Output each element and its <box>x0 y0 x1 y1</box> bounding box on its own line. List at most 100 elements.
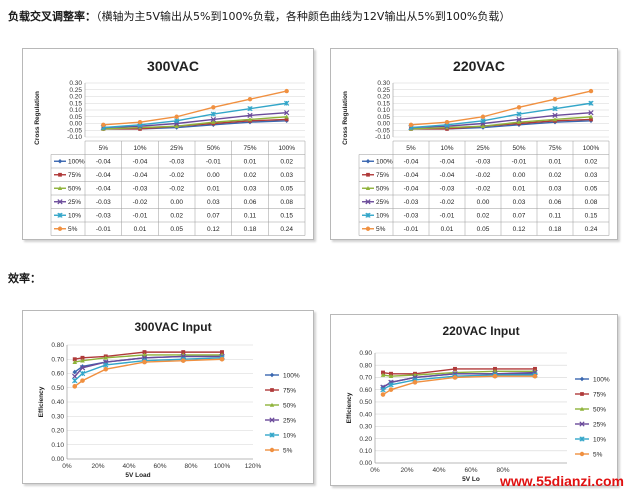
table-cell: 0.02 <box>280 159 293 166</box>
x-tick-label: 80% <box>496 467 509 474</box>
legend-entry: 100% <box>265 372 300 379</box>
x-tick-label: 20% <box>400 467 413 474</box>
x-tick-label: 0% <box>62 463 72 470</box>
y-tick-label: 0.30 <box>359 424 372 431</box>
table-cell: 0.15 <box>585 213 598 220</box>
y-tick-label: 0.15 <box>69 100 82 107</box>
y-tick-label: 0.70 <box>51 356 64 363</box>
legend-entry: 75% <box>54 172 81 179</box>
legend-marker <box>269 432 275 438</box>
legend-entry: 100% <box>362 159 393 166</box>
legend-marker <box>365 159 371 164</box>
data-point <box>72 384 78 389</box>
data-point <box>72 357 77 362</box>
table-cell: 0.01 <box>549 159 562 166</box>
table-cell: -0.03 <box>96 213 111 220</box>
data-point <box>516 111 522 117</box>
legend-entry: 75% <box>362 172 389 179</box>
data-point <box>103 366 109 372</box>
series-line <box>103 116 287 130</box>
x-tick-label: 10% <box>133 145 146 152</box>
x-tick-label: 100% <box>278 145 295 152</box>
legend-marker <box>365 212 371 218</box>
legend-label: 10% <box>68 213 81 220</box>
y-tick-label: -0.10 <box>375 134 390 141</box>
y-tick-label: 0.00 <box>359 460 372 467</box>
series-line <box>382 370 535 377</box>
data-point <box>444 125 450 130</box>
y-tick-label: 0.00 <box>377 121 390 128</box>
table-cell: 0.03 <box>585 172 598 179</box>
data-point <box>142 352 147 357</box>
series-line <box>74 357 223 382</box>
chart-title: 220VAC <box>453 58 505 74</box>
data-point <box>72 377 78 384</box>
y-tick-label: 0.10 <box>69 107 82 114</box>
legend-marker <box>269 417 275 423</box>
data-point <box>380 392 386 397</box>
legend-entry: 5% <box>362 226 386 233</box>
table-cell: -0.02 <box>476 186 491 193</box>
table-cell: 0.24 <box>280 226 293 233</box>
data-point <box>219 356 225 362</box>
data-point <box>388 382 394 388</box>
table-cell: 0.01 <box>441 226 454 233</box>
table-cell: -0.02 <box>133 199 148 206</box>
table-cell: 0.12 <box>513 226 526 233</box>
legend-entry: 25% <box>265 417 296 424</box>
legend-marker <box>57 159 63 164</box>
table-cell: -0.04 <box>96 159 111 166</box>
y-tick-label: 0.20 <box>377 94 390 101</box>
legend-marker <box>580 392 584 396</box>
data-point <box>516 119 522 124</box>
y-axis-label: Cross Regulation <box>342 91 349 145</box>
chart-panel-220vac-efficiency: 220VAC Input 0.90 0.80 0.70 0.60 0.50 0.40 0.30… <box>330 314 618 486</box>
table-cell: 0.07 <box>207 213 220 220</box>
data-point <box>180 358 186 363</box>
legend-entry: 5% <box>575 451 603 458</box>
legend-label: 5% <box>68 226 78 233</box>
y-tick-label: 0.80 <box>51 342 64 349</box>
efficiency-chart-svg: 300VAC Input 0.80 0.70 0.60 0.50 0.40 0.30 0.20… <box>38 320 300 479</box>
data-point <box>211 119 216 124</box>
data-point <box>80 355 85 360</box>
table-cell: -0.04 <box>96 186 111 193</box>
table-cell: -0.01 <box>404 226 419 233</box>
legend-marker <box>270 388 274 392</box>
legend-marker <box>579 376 585 382</box>
data-point <box>532 373 538 379</box>
y-tick-label: -0.05 <box>375 127 390 134</box>
y-tick-label: 0.30 <box>51 413 64 420</box>
data-point <box>412 380 418 385</box>
legend-entry: 10% <box>362 213 389 220</box>
x-tick-label: 25% <box>476 145 489 152</box>
legend-entry: 75% <box>265 387 296 394</box>
data-point <box>284 88 289 94</box>
x-axis-label: 5V Lo <box>462 476 480 483</box>
data-point <box>588 114 594 119</box>
legend-label: 10% <box>593 436 606 443</box>
data-point <box>588 88 594 94</box>
data-point <box>408 122 414 128</box>
table-cell: 0.06 <box>244 199 257 206</box>
x-tick-label: 80% <box>184 463 197 470</box>
table-cell: 0.06 <box>549 199 562 206</box>
y-tick-label: -0.05 <box>67 127 82 134</box>
table-cell: 0.03 <box>549 186 562 193</box>
data-point <box>247 112 253 119</box>
table-cell: 0.01 <box>207 186 220 193</box>
data-point <box>174 118 180 124</box>
y-tick-label: 0.20 <box>69 94 82 101</box>
y-tick-label: 0.05 <box>69 114 82 121</box>
x-tick-label: 40% <box>432 467 445 474</box>
legend-entry: 100% <box>54 159 85 166</box>
legend-label: 50% <box>68 186 81 193</box>
data-point <box>388 387 394 392</box>
series-line <box>410 116 592 130</box>
legend-label: 75% <box>283 387 296 394</box>
table-cell: 0.02 <box>170 213 183 220</box>
data-point <box>211 105 216 110</box>
table-cell: 0.03 <box>207 199 220 206</box>
data-point <box>480 114 486 119</box>
regulation-heading: 负载交叉调整率：（横轴为主5V输出从5%到100%负载，各种颜色曲线为12V输出… <box>8 8 510 24</box>
